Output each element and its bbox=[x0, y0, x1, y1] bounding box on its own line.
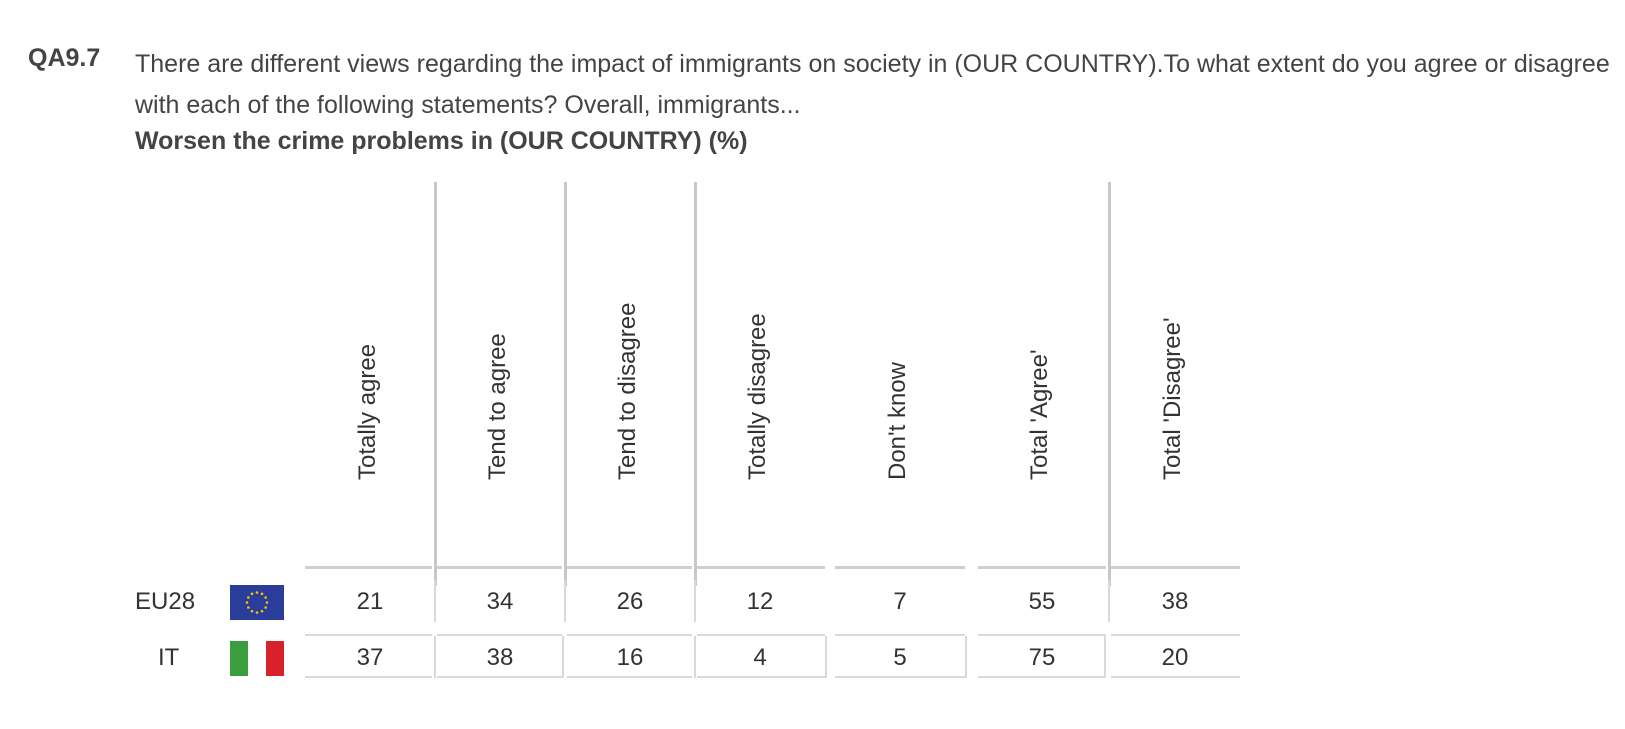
row-separator bbox=[567, 566, 692, 569]
row-separator bbox=[437, 634, 562, 636]
row-separator bbox=[1111, 634, 1240, 636]
column-header-label: Tend to disagree bbox=[614, 302, 641, 480]
eu-flag-icon bbox=[230, 585, 284, 620]
row-separator bbox=[305, 676, 432, 678]
cell-divider bbox=[562, 636, 564, 678]
row-separator bbox=[835, 634, 965, 636]
row-separator bbox=[978, 566, 1106, 569]
row-separator bbox=[835, 566, 965, 569]
cell-divider bbox=[434, 580, 436, 622]
row-separator bbox=[1111, 566, 1240, 569]
question-text: There are different views regarding the … bbox=[135, 50, 1610, 119]
column-header-label: Total 'Disagree' bbox=[1159, 317, 1186, 480]
row-separator bbox=[697, 676, 825, 678]
table-cell: 34 bbox=[486, 588, 514, 615]
row-separator bbox=[697, 634, 825, 636]
question-code: QA9.7 bbox=[28, 44, 101, 72]
table-cell: 21 bbox=[356, 588, 384, 615]
row-separator bbox=[305, 634, 432, 636]
table-cell: 12 bbox=[746, 588, 774, 615]
row-separator bbox=[697, 566, 825, 569]
cell-divider bbox=[434, 636, 436, 678]
column-divider bbox=[564, 182, 567, 586]
table-cell: 7 bbox=[893, 588, 907, 615]
cell-divider bbox=[965, 636, 967, 678]
column-divider bbox=[694, 182, 697, 586]
row-separator bbox=[567, 676, 692, 678]
column-header-label: Tend to agree bbox=[484, 333, 511, 480]
table-cell: 16 bbox=[616, 644, 644, 671]
row-separator bbox=[305, 566, 432, 569]
table-cell: 75 bbox=[1028, 644, 1056, 671]
row-separator bbox=[567, 634, 692, 636]
table-cell: 5 bbox=[893, 644, 907, 671]
italy-flag-icon bbox=[230, 641, 284, 676]
row-separator bbox=[437, 566, 562, 569]
cell-divider bbox=[564, 580, 566, 622]
column-header-label: Totally disagree bbox=[744, 313, 771, 480]
table-cell: 38 bbox=[486, 644, 514, 671]
row-label: IT bbox=[158, 644, 180, 671]
table-cell: 38 bbox=[1161, 588, 1189, 615]
column-header-label: Totally agree bbox=[354, 343, 381, 480]
cell-divider bbox=[1108, 580, 1110, 622]
row-separator bbox=[978, 634, 1106, 636]
row-separator bbox=[835, 676, 965, 678]
column-divider bbox=[434, 182, 437, 586]
column-header-label: Don't know bbox=[884, 362, 911, 480]
row-separator bbox=[1111, 676, 1240, 678]
cell-divider bbox=[1104, 636, 1106, 678]
cell-divider bbox=[825, 636, 827, 678]
cell-divider bbox=[694, 636, 696, 678]
table-cell: 55 bbox=[1028, 588, 1056, 615]
table-cell: 37 bbox=[356, 644, 384, 671]
question-subtitle: Worsen the crime problems in (OUR COUNTR… bbox=[135, 127, 748, 155]
column-divider bbox=[1108, 182, 1111, 586]
row-separator bbox=[437, 676, 562, 678]
column-header-label: Total 'Agree' bbox=[1026, 349, 1053, 480]
cell-divider bbox=[694, 580, 696, 622]
row-separator bbox=[978, 676, 1106, 678]
table-cell: 20 bbox=[1161, 644, 1189, 671]
table-cell: 26 bbox=[616, 588, 644, 615]
table-cell: 4 bbox=[753, 644, 767, 671]
row-label: EU28 bbox=[135, 588, 196, 615]
